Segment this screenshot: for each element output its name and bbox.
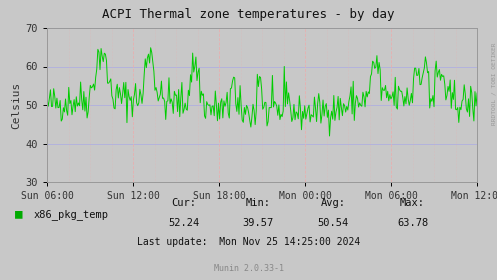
Text: 52.24: 52.24 (168, 218, 199, 228)
Text: Munin 2.0.33-1: Munin 2.0.33-1 (214, 264, 283, 273)
Text: ■: ■ (15, 208, 22, 221)
Text: Min:: Min: (246, 198, 271, 208)
Text: Avg:: Avg: (321, 198, 345, 208)
Text: Max:: Max: (400, 198, 425, 208)
Text: Cur:: Cur: (171, 198, 196, 208)
Text: Last update:  Mon Nov 25 14:25:00 2024: Last update: Mon Nov 25 14:25:00 2024 (137, 237, 360, 247)
Text: ACPI Thermal zone temperatures - by day: ACPI Thermal zone temperatures - by day (102, 8, 395, 21)
Text: 39.57: 39.57 (243, 218, 274, 228)
Text: x86_pkg_temp: x86_pkg_temp (34, 209, 109, 220)
Text: RRDTOOL / TOBI OETIKER: RRDTOOL / TOBI OETIKER (491, 43, 496, 125)
Text: 63.78: 63.78 (397, 218, 428, 228)
Y-axis label: Celsius: Celsius (11, 81, 21, 129)
Text: 50.54: 50.54 (318, 218, 348, 228)
